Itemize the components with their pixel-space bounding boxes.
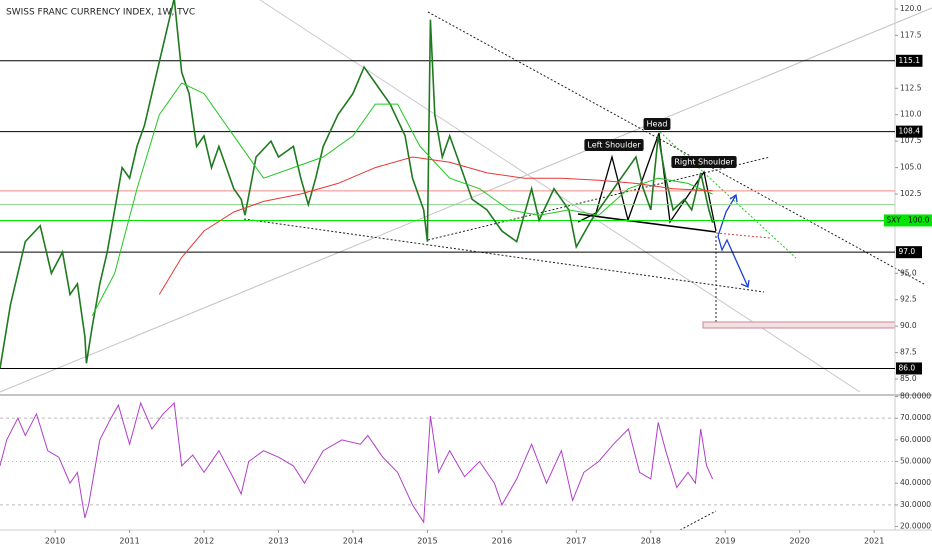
series-line <box>91 82 713 316</box>
trend-line <box>679 510 717 531</box>
annotation-text: Left Shoulder <box>587 141 641 150</box>
y-tick-label: 90.0 <box>900 321 917 330</box>
chart-title: SWISS FRANC CURRENCY INDEX, 1W, TVC <box>6 8 195 18</box>
level-label: SXY · 100.0 <box>883 214 932 227</box>
annotation: Left Shoulder <box>584 139 644 151</box>
arrow-head <box>740 279 750 288</box>
x-tick-label: 2014 <box>343 537 363 546</box>
target-zone <box>702 321 896 329</box>
y-tick-label: 120.0 <box>900 4 922 13</box>
level-label: 115.1 <box>896 54 923 67</box>
arrow <box>717 235 749 288</box>
arrow-head <box>729 193 738 203</box>
x-tick-label: 2018 <box>641 537 661 546</box>
level-label: 86.0 <box>896 362 922 375</box>
trend-line <box>0 7 932 393</box>
y-tick-label: 87.5 <box>900 348 917 357</box>
level-label-text: 108.4 <box>899 127 921 136</box>
y-tick-label: 50.0000 <box>900 457 931 466</box>
y-tick-label: 20.0000 <box>900 522 931 531</box>
level-label-box <box>896 362 922 375</box>
arrow <box>717 194 737 237</box>
trend-line <box>659 131 797 259</box>
x-tick-label: 2019 <box>715 537 735 546</box>
y-tick-label: 60.0000 <box>900 435 931 444</box>
series-line <box>0 0 714 369</box>
annotation-text: Head <box>647 120 668 129</box>
x-tick-label: 2010 <box>45 537 65 546</box>
level-label-box <box>896 246 922 259</box>
series-line <box>0 401 714 524</box>
level-label-text: 115.1 <box>899 56 921 65</box>
annotation: Head <box>643 118 671 130</box>
y-tick-label: 92.5 <box>900 295 917 304</box>
trend-line <box>715 232 771 239</box>
trend-line <box>427 156 771 241</box>
level-label-text: 97.0 <box>899 247 916 256</box>
y-tick-label: 110.0 <box>900 110 922 119</box>
y-tick-label: 117.5 <box>900 30 922 39</box>
level-label: 97.0 <box>896 246 922 259</box>
x-tick-label: 2012 <box>194 537 214 546</box>
y-tick-label: 105.0 <box>900 163 922 172</box>
x-tick-label: 2017 <box>566 537 586 546</box>
series-line <box>158 156 713 295</box>
neckline <box>577 213 717 233</box>
trend-line <box>243 218 765 293</box>
annotation-text: Right Shoulder <box>674 158 734 167</box>
x-tick-label: 2021 <box>864 537 884 546</box>
x-tick-label: 2015 <box>417 537 437 546</box>
level-label: 108.4 <box>896 125 923 138</box>
y-tick-label: 70.0000 <box>900 413 931 422</box>
x-tick-label: 2011 <box>119 537 139 546</box>
y-tick-label: 80.0000 <box>900 392 931 401</box>
x-tick-label: 2020 <box>790 537 810 546</box>
x-tick-label: 2016 <box>492 537 512 546</box>
level-label-box <box>883 214 932 227</box>
y-tick-label: 112.5 <box>900 83 922 92</box>
y-tick-label: 40.0000 <box>900 478 931 487</box>
y-tick-label: 30.0000 <box>900 500 931 509</box>
y-tick-label: 107.5 <box>900 136 922 145</box>
level-label-text: SXY · 100.0 <box>886 215 929 224</box>
y-tick-label: 85.0 <box>900 374 917 383</box>
level-label-box <box>896 54 923 67</box>
y-tick-label: 102.5 <box>900 189 922 198</box>
annotation: Right Shoulder <box>671 156 737 168</box>
annotation-box <box>584 139 644 151</box>
level-label-text: 86.0 <box>899 363 916 372</box>
level-label-box <box>896 125 923 138</box>
y-tick-label: 95.0 <box>900 268 917 277</box>
annotation-box <box>671 156 737 168</box>
x-tick-label: 2013 <box>268 537 288 546</box>
annotation-box <box>643 118 671 130</box>
